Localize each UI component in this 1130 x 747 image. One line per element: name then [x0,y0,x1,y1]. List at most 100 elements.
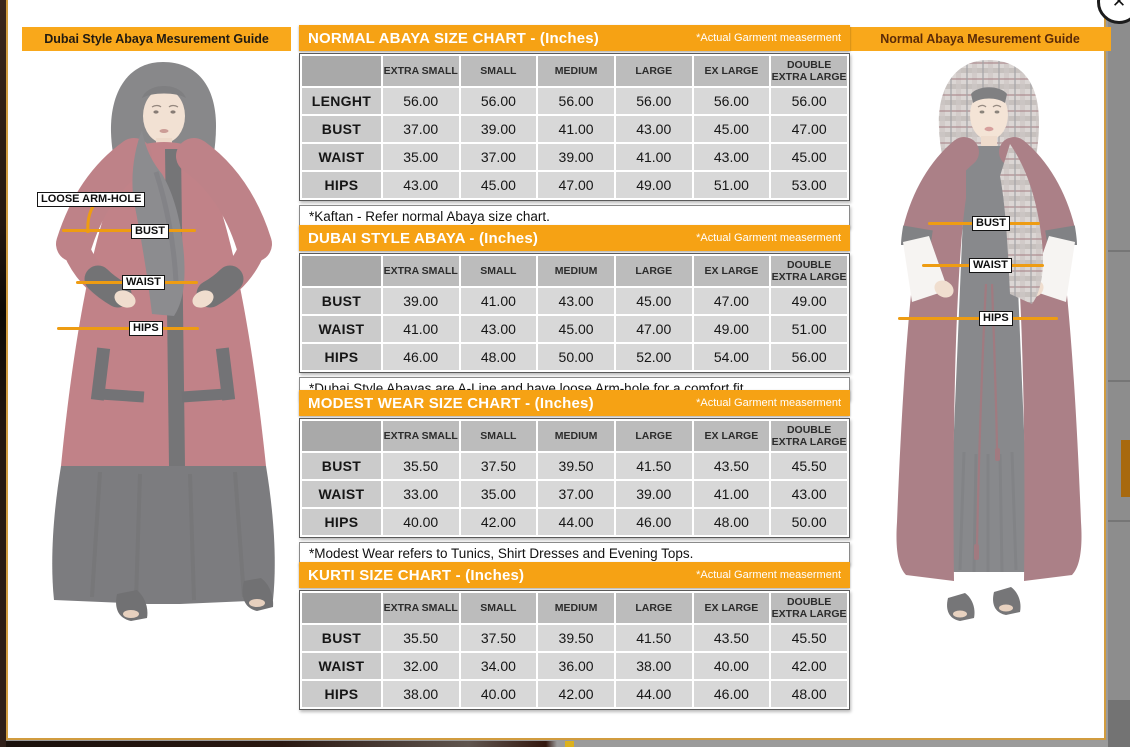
row-label: BUST [302,453,381,480]
size-cell: 42.00 [538,681,614,708]
hips-label: HIPS [979,311,1013,326]
waist-label: WAIST [969,258,1012,273]
table-title: KURTI SIZE CHART - (Inches) [308,566,525,584]
hips-measure-line [57,327,199,330]
table-row: HIPS 46.00 48.00 50.00 52.00 54.00 56.00 [302,344,847,371]
size-cell: 35.00 [460,481,537,508]
size-cell: 42.00 [460,509,537,536]
row-label: WAIST [302,653,381,680]
size-cell: 46.00 [615,509,692,536]
size-cell: 48.00 [460,344,537,371]
size-table: EXTRA SMALL SMALL MEDIUM LARGE EX LARGE DOUBL… [299,590,850,711]
column-header: EXTRA SMALL [382,421,459,452]
normal-abaya-size-chart: NORMAL ABAYA SIZE CHART - (Inches) *Actu… [299,25,850,229]
size-cell: 56.00 [693,88,770,115]
hips-label: HIPS [129,321,163,336]
size-cell: 45.00 [538,316,614,343]
column-header: EX LARGE [693,421,770,452]
size-cell: 45.50 [771,625,847,652]
size-cell: 43.00 [382,172,459,199]
column-header: LARGE [615,256,692,287]
size-cell: 34.00 [460,653,537,680]
left-model-photo [52,62,275,621]
size-cell: 56.00 [382,88,459,115]
size-cell: 51.00 [771,316,847,343]
size-cell: 46.00 [382,344,459,371]
column-header-row: EXTRA SMALL SMALL MEDIUM LARGE EX LARGE DOUBL… [302,256,847,287]
loose-armhole-label: LOOSE ARM-HOLE [37,192,146,207]
table-row: HIPS 38.00 40.00 42.00 44.00 46.00 48.00 [302,681,847,708]
backdrop-amber-block [1121,440,1130,497]
column-header: EXTRA SMALL [382,56,459,87]
column-header: SMALL [460,256,537,287]
table-header-bar: MODEST WEAR SIZE CHART - (Inches) *Actua… [299,390,850,416]
column-header: MEDIUM [538,256,614,287]
size-cell: 45.00 [460,172,537,199]
size-cell: 40.00 [382,509,459,536]
column-header: LARGE [615,593,692,624]
size-cell: 33.00 [382,481,459,508]
backdrop-left-strip [0,0,6,747]
size-cell: 56.00 [460,88,537,115]
column-header: EX LARGE [693,593,770,624]
table-row: BUST 37.00 39.00 41.00 43.00 45.00 47.00 [302,116,847,143]
size-cell: 51.00 [693,172,770,199]
column-header: DOUBLE EXTRA LARGE [771,421,847,452]
size-cell: 47.00 [615,316,692,343]
table-header-bar: DUBAI STYLE ABAYA - (Inches) *Actual Gar… [299,225,850,251]
size-cell: 37.00 [382,116,459,143]
size-cell: 41.00 [460,288,537,315]
size-cell: 45.50 [771,453,847,480]
column-header: MEDIUM [538,593,614,624]
size-table: EXTRA SMALL SMALL MEDIUM LARGE EX LARGE DOUBL… [299,53,850,202]
backdrop-right-strip [1108,0,1130,747]
column-header: LARGE [615,421,692,452]
size-cell: 49.00 [693,316,770,343]
size-cell: 56.00 [771,344,847,371]
column-header: DOUBLE EXTRA LARGE [771,56,847,87]
table-row: BUST 35.50 37.50 39.50 41.50 43.50 45.50 [302,453,847,480]
column-header: DOUBLE EXTRA LARGE [771,256,847,287]
table-row: BUST 39.00 41.00 43.00 45.00 47.00 49.00 [302,288,847,315]
dubai-style-abaya-chart: DUBAI STYLE ABAYA - (Inches) *Actual Gar… [299,225,850,401]
size-cell: 56.00 [538,88,614,115]
corner-cell [302,256,381,287]
size-cell: 39.00 [615,481,692,508]
size-cell: 40.00 [460,681,537,708]
column-header: LARGE [615,56,692,87]
size-cell: 41.50 [615,453,692,480]
corner-cell [302,421,381,452]
column-header: EX LARGE [693,256,770,287]
waist-label: WAIST [122,275,165,290]
column-header: SMALL [460,421,537,452]
size-cell: 43.00 [460,316,537,343]
size-cell: 47.00 [693,288,770,315]
table-tag: *Actual Garment measerment [696,569,841,581]
column-header: MEDIUM [538,421,614,452]
size-cell: 39.50 [538,453,614,480]
row-label: HIPS [302,681,381,708]
size-cell: 36.00 [538,653,614,680]
size-cell: 43.50 [693,625,770,652]
size-cell: 43.00 [538,288,614,315]
bust-measure-line [62,229,196,232]
row-label: BUST [302,116,381,143]
backdrop-seam [1108,380,1130,382]
size-cell: 45.00 [693,116,770,143]
table-row: HIPS 40.00 42.00 44.00 46.00 48.00 50.00 [302,509,847,536]
size-cell: 43.00 [693,144,770,171]
size-cell: 52.00 [615,344,692,371]
left-guide-banner: Dubai Style Abaya Mesurement Guide [22,27,291,51]
size-cell: 48.00 [693,509,770,536]
close-icon: ✕ [1111,0,1127,11]
size-cell: 49.00 [771,288,847,315]
row-label: WAIST [302,316,381,343]
size-cell: 40.00 [693,653,770,680]
table-tag: *Actual Garment measerment [696,232,841,244]
table-row: LENGHT 56.00 56.00 56.00 56.00 56.00 56.00 [302,88,847,115]
bust-label: BUST [131,224,169,239]
corner-cell [302,593,381,624]
table-title: MODEST WEAR SIZE CHART - (Inches) [308,394,594,412]
table-title: DUBAI STYLE ABAYA - (Inches) [308,229,539,247]
size-cell: 38.00 [382,681,459,708]
